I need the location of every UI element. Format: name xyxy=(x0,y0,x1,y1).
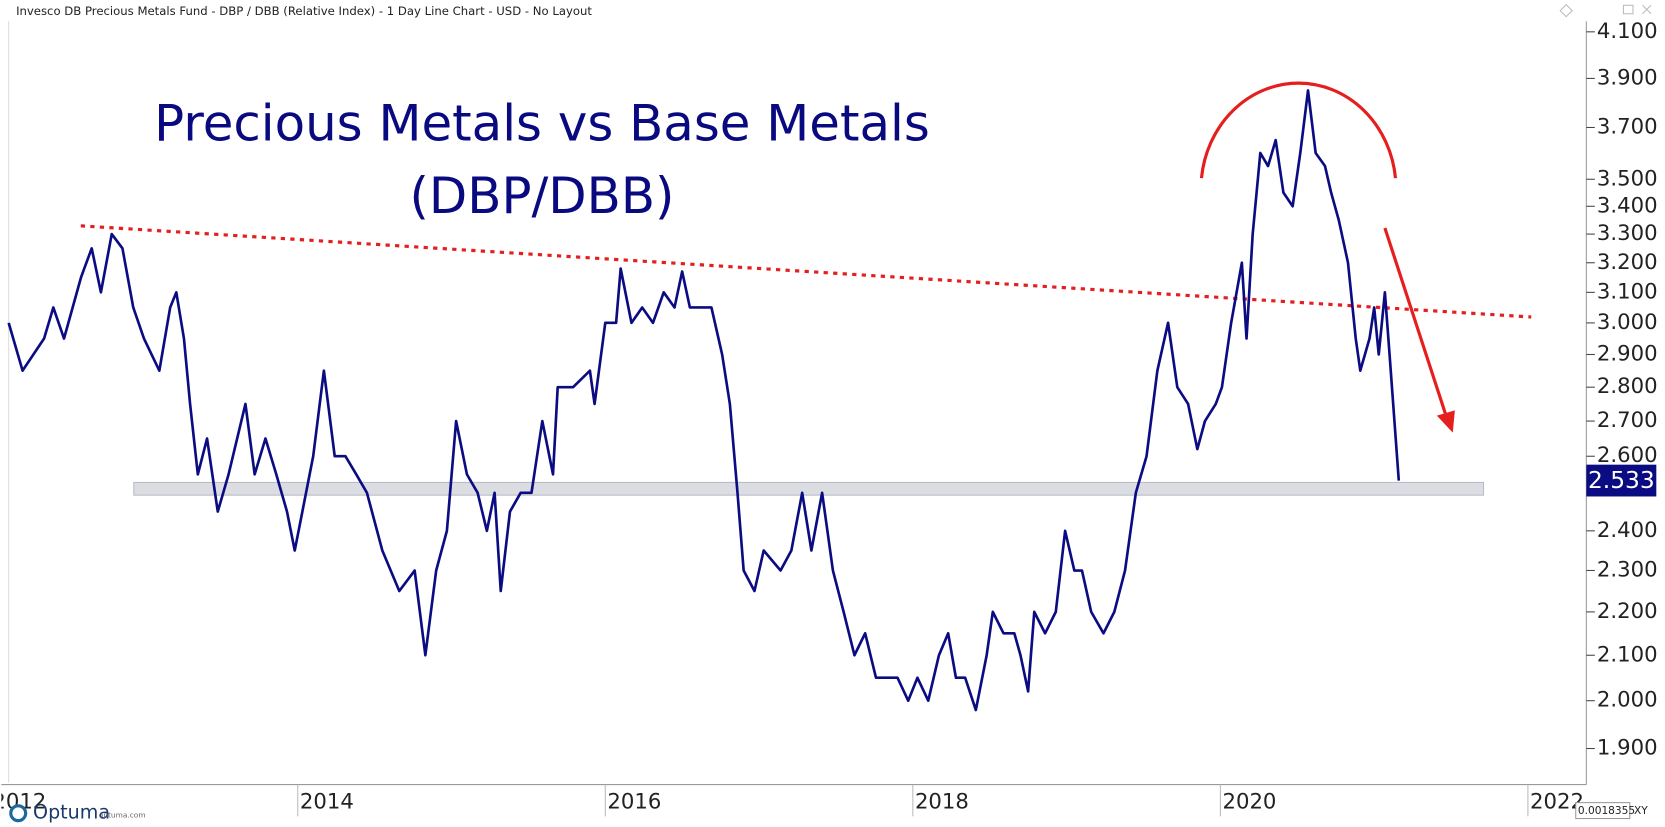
y-tick-label: 2.600 xyxy=(1597,442,1658,467)
mode: XY xyxy=(1634,805,1648,817)
y-tick-label: 3.500 xyxy=(1597,165,1658,190)
y-tick-label: 3.300 xyxy=(1597,220,1658,245)
trend-line xyxy=(80,224,1532,319)
brand: Optuma xyxy=(33,802,110,824)
brand-logo xyxy=(9,804,28,823)
x-tick-label: 2014 xyxy=(300,789,354,814)
readout: 0.0018355 xyxy=(1578,805,1635,817)
support-band xyxy=(133,481,1485,496)
y-tick-label: 2.800 xyxy=(1597,373,1658,398)
y-tick-label: 3.400 xyxy=(1597,192,1658,217)
y-tick-label: 3.900 xyxy=(1597,64,1658,89)
chart-title: Precious Metals vs Base Metals xyxy=(154,95,930,153)
window-icons xyxy=(1559,3,1652,18)
y-tick-label: 2.100 xyxy=(1597,641,1658,666)
y-tick-label: 2.000 xyxy=(1597,687,1658,712)
last-value-box xyxy=(1586,464,1657,497)
arrow-head xyxy=(1436,410,1455,433)
x-tick-label: 2022 xyxy=(1530,789,1584,814)
header-text: Invesco DB Precious Metals Fund - DBP / … xyxy=(16,4,592,18)
brand-site: optuma.com xyxy=(99,810,146,819)
y-tick-label: 2.200 xyxy=(1597,598,1658,623)
y-tick-label: 1.900 xyxy=(1597,735,1658,760)
x-tick-label: 2016 xyxy=(607,789,661,814)
y-tick-label: 3.200 xyxy=(1597,249,1658,274)
x-tick-label: 2020 xyxy=(1222,789,1276,814)
y-tick-label: 3.100 xyxy=(1597,278,1658,303)
chart-subtitle: (DBP/DBB) xyxy=(409,167,674,225)
y-tick-label: 2.700 xyxy=(1597,407,1658,432)
x-tick-label: 2018 xyxy=(915,789,969,814)
y-tick-label: 2.300 xyxy=(1597,556,1658,581)
x-axis: 201220142016201820202022 xyxy=(1,784,1584,817)
y-tick-label: 2.900 xyxy=(1597,340,1658,365)
y-tick-label: 2.400 xyxy=(1597,517,1658,542)
top-arc xyxy=(1199,81,1398,179)
readout-box xyxy=(1575,802,1631,820)
series-line xyxy=(7,89,1401,712)
last-value-label: 2.533 xyxy=(1588,467,1655,494)
y-tick-label: 3.700 xyxy=(1597,113,1658,138)
down-arrow xyxy=(1383,227,1447,414)
y-tick-label: 4.100 xyxy=(1597,18,1658,43)
y-tick-label: 3.000 xyxy=(1597,309,1658,334)
